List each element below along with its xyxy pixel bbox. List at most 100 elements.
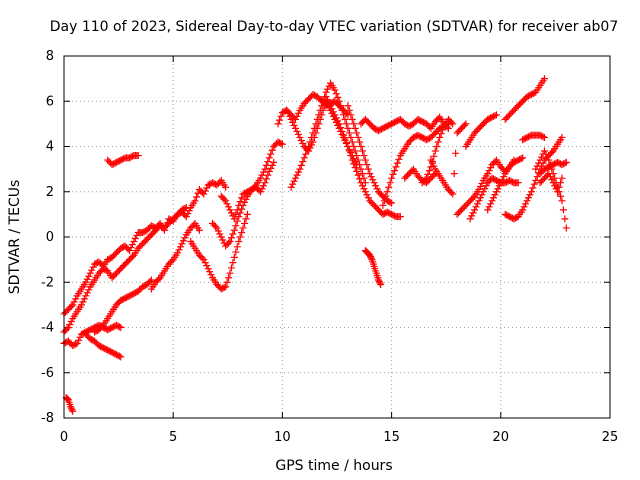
data-point: [347, 133, 355, 141]
data-point: [350, 120, 358, 128]
data-point: [551, 182, 559, 190]
data-point: [558, 174, 566, 182]
data-point: [485, 167, 493, 175]
data-point: [380, 197, 388, 205]
data-point: [293, 127, 301, 135]
data-point: [178, 240, 186, 248]
x-tick-label: 10: [274, 430, 291, 445]
data-point: [292, 174, 300, 182]
data-point: [238, 228, 246, 236]
data-point: [488, 197, 496, 205]
data-point: [179, 237, 187, 245]
data-point: [233, 243, 241, 251]
series-arc-o: [322, 93, 404, 221]
data-point: [77, 301, 85, 309]
data-point: [310, 133, 318, 141]
data-point: [219, 236, 227, 244]
data-point: [217, 233, 225, 241]
data-point: [353, 129, 361, 137]
data-point: [268, 161, 276, 169]
data-point: [203, 184, 211, 192]
data-point: [259, 168, 267, 176]
data-point: [353, 167, 361, 175]
data-point: [201, 259, 209, 267]
data-point: [128, 253, 136, 261]
data-point: [428, 159, 436, 167]
data-point: [236, 233, 244, 241]
data-point: [424, 170, 432, 178]
chart-title: Day 110 of 2023, Sidereal Day-to-day VTE…: [50, 19, 619, 35]
data-point: [345, 147, 353, 155]
data-point: [230, 215, 238, 223]
data-point: [204, 265, 212, 273]
y-tick-label: 8: [46, 49, 54, 64]
data-point: [309, 138, 317, 146]
data-point: [449, 120, 457, 128]
data-point: [294, 109, 302, 117]
data-point: [367, 173, 375, 181]
data-point: [286, 112, 294, 120]
data-point: [313, 124, 321, 132]
data-point: [195, 226, 203, 234]
data-point: [385, 183, 393, 191]
data-point: [85, 286, 93, 294]
data-point: [296, 133, 304, 141]
data-point: [268, 146, 276, 154]
data-point: [469, 209, 477, 217]
data-point: [555, 183, 563, 191]
data-point: [229, 230, 237, 238]
data-point: [545, 170, 553, 178]
data-point: [520, 203, 528, 211]
data-point: [146, 277, 154, 285]
data-point: [229, 259, 237, 267]
data-point: [289, 180, 297, 188]
data-point: [72, 340, 80, 348]
data-point: [241, 219, 249, 227]
gridlines: [63, 55, 611, 419]
data-point: [83, 289, 91, 297]
data-point: [226, 206, 234, 214]
data-point: [283, 106, 291, 114]
data-point: [522, 200, 530, 208]
data-point: [64, 395, 72, 403]
data-point: [270, 158, 278, 166]
data-point: [354, 171, 362, 179]
data-point: [392, 163, 400, 171]
data-point: [63, 325, 71, 333]
data-point: [474, 200, 482, 208]
data-point: [325, 99, 333, 107]
data-point: [478, 179, 486, 187]
data-point: [492, 188, 500, 196]
data-point: [437, 130, 445, 138]
data-point: [425, 167, 433, 175]
data-point: [235, 238, 243, 246]
data-point: [290, 177, 298, 185]
data-point: [220, 284, 228, 292]
data-point: [475, 197, 483, 205]
series-arc-g: [104, 152, 142, 169]
data-point: [487, 164, 495, 172]
series-arc-aa: [501, 75, 548, 123]
series-arc-l: [274, 90, 352, 128]
data-point: [386, 179, 394, 187]
data-point: [264, 171, 272, 179]
data-point: [389, 170, 397, 178]
data-point: [549, 179, 557, 187]
y-tick-label: 4: [46, 140, 54, 155]
data-point: [306, 144, 314, 152]
data-point: [342, 120, 350, 128]
y-tick-label: -6: [41, 366, 54, 381]
data-point: [201, 187, 209, 195]
data-point: [64, 324, 72, 331]
data-point: [348, 156, 356, 164]
data-point: [72, 295, 80, 303]
y-tick-label: 0: [46, 230, 54, 245]
data-point: [447, 118, 455, 126]
data-point: [200, 256, 208, 264]
data-point: [294, 168, 302, 176]
data-point: [261, 179, 269, 187]
data-point: [277, 112, 285, 120]
data-point: [115, 352, 123, 360]
x-tick-label: 25: [602, 430, 619, 445]
data-point: [393, 159, 401, 167]
